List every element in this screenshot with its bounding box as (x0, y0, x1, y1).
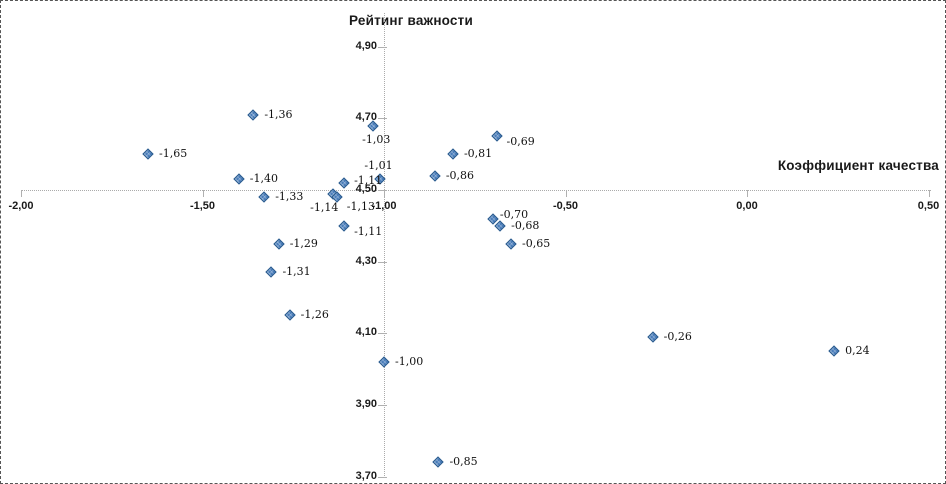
data-point-marker (490, 130, 503, 142)
y-tick-label: 4,10 (355, 326, 377, 339)
data-point-label: -1,11 (354, 224, 383, 238)
data-point-marker (233, 173, 245, 185)
data-point-label: -0,65 (522, 236, 551, 250)
data-point-label: -0,70 (499, 207, 529, 221)
data-point-marker (247, 109, 259, 121)
data-point-label: -0,68 (511, 218, 540, 232)
data-point-label: -1,13 (346, 200, 376, 214)
data-point-label: -1,36 (264, 107, 293, 121)
x-axis-title: Коэффициент качества (777, 158, 939, 173)
data-point-marker (142, 148, 154, 160)
x-tick-label: 0,50 (917, 200, 940, 212)
y-tick (378, 118, 387, 120)
y-tick-label: 3,90 (355, 397, 377, 410)
x-tick (21, 190, 22, 197)
data-point-marker (429, 169, 441, 182)
y-tick (378, 333, 387, 335)
x-tick (384, 190, 385, 197)
y-tick-label: 3,70 (355, 469, 377, 482)
data-point-marker (338, 220, 350, 232)
data-point-label: -1,29 (289, 236, 318, 250)
data-point-label: -1,31 (282, 265, 311, 279)
data-point-marker (828, 345, 840, 357)
x-tick (565, 190, 567, 197)
data-point-label: -1,11 (354, 173, 383, 187)
data-point-marker (378, 356, 390, 368)
data-point-label: -1,01 (364, 159, 393, 173)
x-tick (747, 190, 748, 197)
y-tick-label: 4,50 (355, 183, 377, 195)
data-point-label: -1,14 (310, 200, 339, 214)
data-point-marker (265, 266, 278, 279)
data-point-marker (283, 309, 296, 322)
data-point-marker (505, 238, 517, 250)
y-tick (378, 190, 387, 191)
data-point-marker (432, 456, 445, 468)
y-tick-label: 4,90 (355, 39, 377, 52)
data-point-label: -0,81 (463, 147, 493, 161)
data-point-label: -0,86 (445, 168, 475, 182)
y-tick (378, 46, 387, 48)
data-point-label: -1,03 (362, 132, 391, 146)
data-point-label: -1,00 (395, 354, 424, 368)
y-axis-line (384, 13, 385, 478)
data-point-label: -1,33 (275, 190, 304, 204)
data-point-label: -1,65 (159, 147, 188, 161)
x-tick-label: -1,00 (371, 200, 397, 212)
y-tick (378, 261, 387, 263)
data-point-label: -1,26 (300, 308, 329, 322)
data-point-marker (258, 191, 270, 203)
x-axis-line (21, 190, 931, 191)
data-point-label: -0,85 (449, 455, 478, 469)
x-tick (928, 190, 930, 197)
data-point-marker (273, 238, 285, 250)
x-tick-label: 0,00 (736, 200, 758, 212)
x-tick (202, 190, 204, 197)
x-tick-label: -2,00 (8, 200, 34, 212)
y-tick (378, 404, 387, 406)
data-point-marker (494, 220, 506, 232)
y-tick-label: 4,30 (355, 254, 377, 267)
x-tick-label: -1,50 (189, 200, 216, 212)
data-point-label: 0,24 (845, 344, 870, 358)
y-tick (378, 476, 387, 478)
y-axis-title: Рейтинг важности (349, 13, 473, 28)
data-point-marker (646, 331, 659, 343)
data-point-label: -0,26 (663, 329, 692, 343)
data-point-label: -0,69 (506, 135, 535, 149)
x-tick-label: -0,50 (552, 200, 579, 212)
data-point-marker (447, 148, 459, 160)
data-point-label: -1,40 (249, 172, 279, 186)
